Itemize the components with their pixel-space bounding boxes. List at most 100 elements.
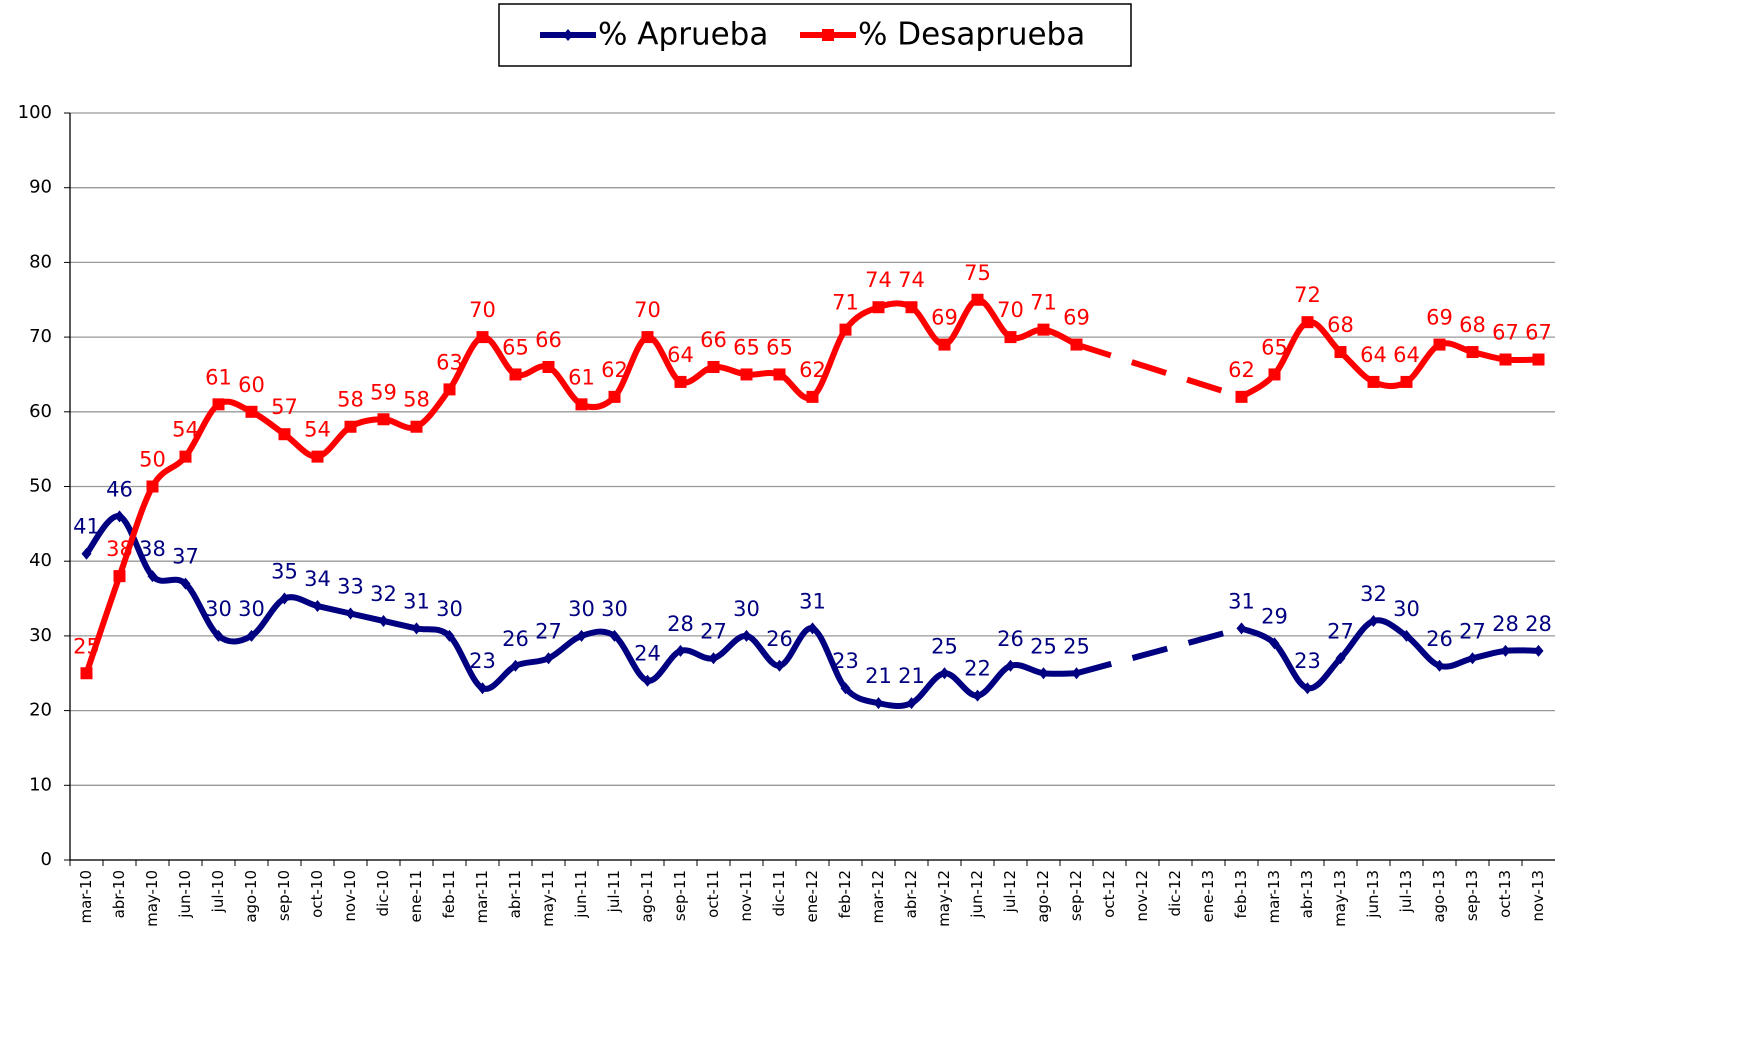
data-label: 35 [271, 560, 298, 584]
data-label: 32 [370, 582, 397, 606]
point [543, 652, 554, 665]
data-label: 30 [568, 597, 595, 621]
data-label: 30 [238, 597, 265, 621]
point [575, 398, 588, 411]
point [1367, 375, 1380, 388]
data-label: 26 [502, 627, 529, 651]
data-label: 58 [337, 388, 364, 412]
data-label: 74 [898, 268, 925, 292]
point [311, 450, 324, 463]
point [1235, 390, 1248, 403]
x-tick-label: jun-12 [968, 870, 986, 919]
data-label: 24 [634, 642, 661, 666]
point [1302, 682, 1313, 695]
data-label: 25 [1030, 634, 1057, 658]
data-label: 64 [1393, 343, 1420, 367]
x-tick-label: abr-12 [902, 870, 920, 918]
point [1004, 331, 1017, 344]
point [741, 629, 752, 642]
point [972, 689, 983, 702]
point [1269, 637, 1280, 650]
x-tick-label: abr-13 [1298, 870, 1316, 918]
point [873, 697, 884, 710]
point [114, 510, 125, 523]
point [344, 420, 357, 433]
point [81, 547, 92, 560]
x-tick-label: ago-10 [242, 870, 260, 923]
data-label: 23 [469, 649, 496, 673]
point [477, 682, 488, 695]
data-label: 27 [535, 619, 562, 643]
x-tick-label: ago-13 [1430, 870, 1448, 923]
y-tick-label: 10 [29, 774, 52, 795]
y-tick-label: 70 [29, 326, 52, 347]
x-tick-label: feb-12 [836, 870, 854, 919]
x-tick-label: nov-13 [1529, 870, 1547, 922]
x-tick-label: oct-13 [1496, 870, 1514, 918]
point [1467, 652, 1478, 665]
data-label: 30 [733, 597, 760, 621]
x-tick-label: mar-12 [869, 870, 887, 924]
x-tick-label: sep-13 [1463, 870, 1481, 921]
x-tick-label: dic-10 [374, 870, 392, 916]
legend-label: % Aprueba [598, 17, 768, 53]
point [1038, 667, 1049, 680]
x-tick-label: jul-11 [605, 870, 623, 913]
point [113, 570, 126, 583]
data-label: 54 [304, 418, 331, 442]
data-label: 71 [1030, 291, 1057, 315]
x-tick-label: abr-11 [506, 870, 524, 918]
data-label: 27 [1327, 619, 1354, 643]
point [971, 293, 984, 306]
x-tick-label: jul-12 [1001, 870, 1019, 913]
data-label: 28 [1525, 612, 1552, 636]
point [1335, 652, 1346, 665]
data-label: 69 [1426, 306, 1453, 330]
point [1368, 614, 1379, 627]
data-label: 68 [1459, 313, 1486, 337]
x-tick-label: feb-13 [1232, 870, 1250, 919]
data-label: 46 [106, 477, 133, 501]
point [806, 390, 819, 403]
point [1005, 659, 1016, 672]
y-tick-label: 20 [29, 700, 52, 721]
point [179, 450, 192, 463]
x-tick-label: oct-12 [1100, 870, 1118, 918]
data-label: 50 [139, 448, 166, 472]
data-label: 27 [700, 619, 727, 643]
x-tick-label: sep-10 [275, 870, 293, 921]
point [740, 368, 753, 381]
y-tick-label: 40 [29, 550, 52, 571]
point [1301, 316, 1314, 329]
point [939, 667, 950, 680]
data-label: 26 [997, 627, 1024, 651]
data-label: 63 [436, 350, 463, 374]
data-label: 70 [634, 298, 661, 322]
data-label: 61 [205, 365, 232, 389]
point [345, 607, 356, 620]
data-label: 31 [799, 589, 826, 613]
point [1466, 346, 1479, 359]
data-label: 67 [1525, 321, 1552, 345]
data-label: 23 [1294, 649, 1321, 673]
x-tick-label: jun-13 [1364, 870, 1382, 919]
data-label: 29 [1261, 604, 1288, 628]
y-tick-label: 60 [29, 401, 52, 422]
point [510, 659, 521, 672]
point [476, 331, 489, 344]
point [1532, 353, 1545, 366]
data-label: 30 [436, 597, 463, 621]
data-label: 71 [832, 291, 859, 315]
point [378, 614, 389, 627]
point [377, 413, 390, 426]
data-label: 60 [238, 373, 265, 397]
point [774, 659, 785, 672]
point [773, 368, 786, 381]
data-label: 64 [1360, 343, 1387, 367]
data-label: 68 [1327, 313, 1354, 337]
x-tick-label: feb-11 [440, 870, 458, 919]
data-label: 70 [469, 298, 496, 322]
point [245, 405, 258, 418]
point [1037, 323, 1050, 336]
data-label: 62 [799, 358, 826, 382]
